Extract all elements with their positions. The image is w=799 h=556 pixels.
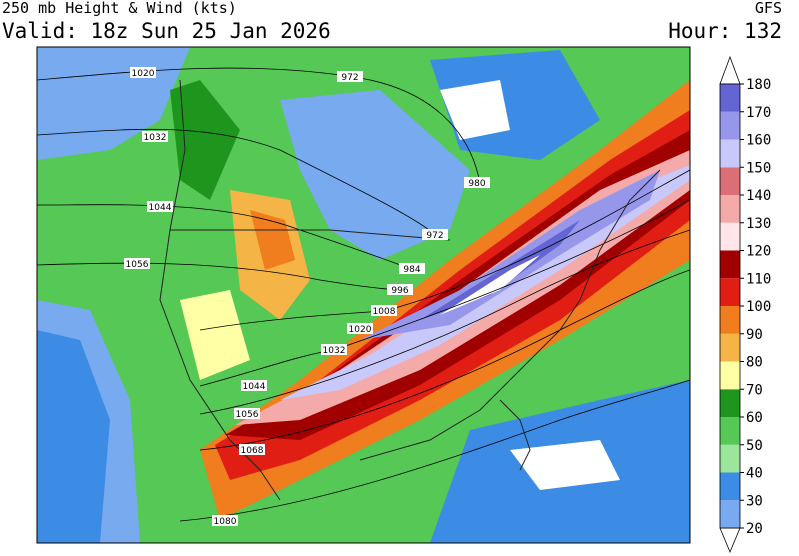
- contour-label-bg: [212, 515, 238, 526]
- colorbar-segment: [720, 444, 740, 473]
- wind-area: [510, 440, 620, 490]
- colorbar-segment: [720, 111, 740, 140]
- contour-label: 1032: [144, 133, 167, 143]
- colorbar-tick-label: 180: [746, 77, 771, 93]
- model-name: GFS: [755, 0, 782, 17]
- forecast-hour: Hour: 132: [668, 19, 782, 43]
- contour-label: 1080: [214, 517, 237, 527]
- colorbar-segment: [720, 84, 740, 112]
- colorbar-tick-label: 30: [746, 493, 763, 509]
- contour-label-bg: [321, 344, 347, 355]
- colorbar-tick-label: 100: [746, 299, 771, 315]
- contour-label-bg: [464, 177, 490, 188]
- coastlines: [159, 79, 661, 501]
- colorbar-segment: [720, 222, 740, 251]
- colorbar-tick-label: 20: [746, 521, 763, 537]
- contour-label: 972: [341, 73, 358, 83]
- contour-label-bg: [234, 408, 260, 419]
- colorbar-tick-label: 140: [746, 188, 771, 204]
- colorbar-end: [719, 55, 741, 85]
- contour-label: 1056: [126, 260, 149, 270]
- colorbar-tick-label: 170: [746, 105, 771, 121]
- colorbar-tick-label: 90: [746, 327, 763, 343]
- contour-label: 1056: [236, 410, 259, 420]
- contour-label: 972: [426, 231, 443, 241]
- contour-label: 984: [403, 265, 420, 275]
- wind-area: [170, 80, 240, 200]
- colorbar-tick-label: 60: [746, 410, 763, 426]
- contour-label-bg: [422, 229, 448, 240]
- contour-label-bg: [387, 284, 413, 295]
- height-contours: [37, 67, 690, 522]
- contour-label-bg: [142, 131, 168, 142]
- colorbar-segment: [720, 333, 740, 362]
- contour-label-bg: [147, 201, 173, 212]
- map-frame: [36, 46, 691, 544]
- map-area: [37, 47, 690, 543]
- colorbar-tick-label: 80: [746, 355, 763, 371]
- contour-label: 1044: [243, 382, 266, 392]
- jet-band: [420, 220, 580, 320]
- contour-label: 996: [391, 286, 408, 296]
- contour-label-bg: [399, 263, 425, 274]
- colorbar-tick-label: 40: [746, 466, 763, 482]
- contour-labels: 1020 972 1032 1044 1056 1068 1080 980 972 984 996 1…: [124, 67, 490, 527]
- contour-label-bg: [130, 67, 156, 78]
- wind-area: [280, 90, 470, 260]
- colorbar: 20 30 40 50 60 70 80 90 100 110 120 130 140 150 160 170…: [719, 55, 771, 554]
- colorbar-segment: [720, 278, 740, 306]
- wind-area: [180, 290, 250, 380]
- contour-label: 1020: [349, 325, 372, 335]
- colorbar-segment: [720, 361, 740, 390]
- contour-label-bg: [347, 323, 373, 334]
- jet-band: [225, 130, 690, 440]
- colorbar-tick-label: 130: [746, 216, 771, 232]
- colorbar-end: [719, 527, 741, 554]
- contour-label-bg: [337, 71, 363, 82]
- product-title: 250 mb Height & Wind (kts): [2, 0, 237, 17]
- colorbar-tick-label: 110: [746, 271, 771, 287]
- colorbar-tick-label: 160: [746, 133, 771, 149]
- jet-core: [440, 255, 540, 315]
- contour-label: 1020: [132, 69, 155, 79]
- jet-band: [360, 170, 660, 340]
- contour-label: 980: [468, 179, 485, 189]
- wind-area: [250, 210, 295, 270]
- contour-label: 1032: [323, 346, 346, 356]
- valid-time: Valid: 18z Sun 25 Jan 2026: [2, 19, 331, 43]
- colorbar-tick-label: 50: [746, 438, 763, 454]
- colorbar-segment: [720, 389, 740, 417]
- colorbar-segment: [720, 306, 740, 334]
- contour-label: 1068: [241, 446, 264, 456]
- colorbar-tick-label: 150: [746, 160, 771, 176]
- colorbar-segment: [720, 417, 740, 445]
- colorbar-segment: [720, 250, 740, 279]
- colorbar-tick-label: 70: [746, 382, 763, 398]
- wind-area: [37, 330, 110, 543]
- contour-label-bg: [124, 258, 150, 269]
- wind-area: [440, 80, 510, 140]
- contour-label-bg: [371, 305, 397, 316]
- colorbar-segment: [720, 472, 740, 501]
- contour-label-bg: [241, 380, 267, 391]
- contour-label-bg: [239, 444, 265, 455]
- colorbar-tick-label: 120: [746, 244, 771, 260]
- contour-label: 1044: [149, 203, 172, 213]
- contour-label: 1008: [373, 307, 396, 317]
- colorbar-segment: [720, 500, 740, 528]
- colorbar-segment: [720, 167, 740, 195]
- colorbar-segment: [720, 139, 740, 168]
- colorbar-segment: [720, 195, 740, 223]
